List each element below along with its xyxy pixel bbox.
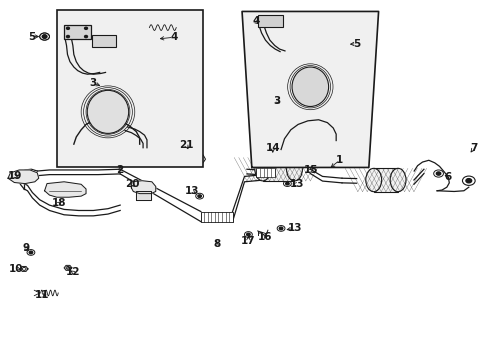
Text: 20: 20 [125, 179, 139, 189]
Text: 12: 12 [65, 267, 80, 277]
Text: 4: 4 [251, 17, 259, 27]
Text: 11: 11 [35, 291, 49, 301]
Bar [262, 158, 294, 181]
Text: 13: 13 [289, 179, 304, 189]
Circle shape [42, 35, 47, 38]
Text: 8: 8 [213, 239, 220, 249]
Circle shape [84, 36, 87, 38]
Polygon shape [44, 182, 86, 197]
Text: 3: 3 [89, 78, 97, 88]
Text: 13: 13 [287, 224, 302, 233]
Polygon shape [242, 12, 378, 167]
Polygon shape [64, 265, 72, 270]
Text: 17: 17 [241, 236, 255, 246]
Ellipse shape [389, 168, 405, 192]
Text: 21: 21 [179, 140, 193, 150]
Circle shape [66, 27, 69, 30]
Bar [307, 160, 315, 163]
Text: 19: 19 [8, 171, 22, 181]
Ellipse shape [286, 158, 302, 181]
Polygon shape [131, 181, 156, 194]
Circle shape [29, 251, 33, 254]
Polygon shape [167, 151, 205, 165]
Circle shape [42, 35, 47, 38]
Circle shape [66, 36, 69, 38]
Polygon shape [8, 170, 39, 184]
Circle shape [260, 18, 263, 21]
Bar [256, 168, 274, 177]
Circle shape [246, 233, 250, 236]
Circle shape [465, 179, 471, 183]
Bar [92, 35, 116, 47]
Polygon shape [136, 192, 151, 200]
Circle shape [344, 43, 348, 46]
Text: 5: 5 [28, 32, 35, 41]
Text: 14: 14 [265, 143, 280, 153]
Circle shape [326, 160, 329, 162]
Text: 1: 1 [335, 155, 343, 165]
Circle shape [435, 172, 440, 175]
Circle shape [285, 182, 288, 185]
Circle shape [279, 227, 282, 230]
Text: 9: 9 [22, 243, 30, 253]
Text: 10: 10 [9, 264, 23, 274]
Bar [373, 168, 397, 192]
Text: 2: 2 [116, 165, 123, 175]
Circle shape [271, 152, 274, 154]
Text: 5: 5 [352, 39, 360, 49]
Bar [57, 10, 203, 167]
Circle shape [84, 27, 87, 30]
Circle shape [344, 43, 348, 46]
Text: 6: 6 [444, 172, 451, 182]
Ellipse shape [291, 67, 328, 107]
Bar [201, 212, 232, 222]
Text: 4: 4 [170, 32, 177, 42]
Ellipse shape [365, 168, 381, 192]
Text: 15: 15 [304, 165, 318, 175]
Polygon shape [20, 266, 28, 271]
Bar [258, 15, 282, 27]
Bar [64, 25, 91, 39]
Text: 3: 3 [273, 96, 280, 106]
Ellipse shape [87, 90, 128, 134]
Ellipse shape [254, 158, 270, 181]
Text: 7: 7 [469, 143, 476, 153]
Circle shape [198, 195, 201, 197]
Text: 13: 13 [184, 186, 199, 197]
Text: 16: 16 [258, 232, 272, 242]
Text: 18: 18 [52, 198, 66, 208]
